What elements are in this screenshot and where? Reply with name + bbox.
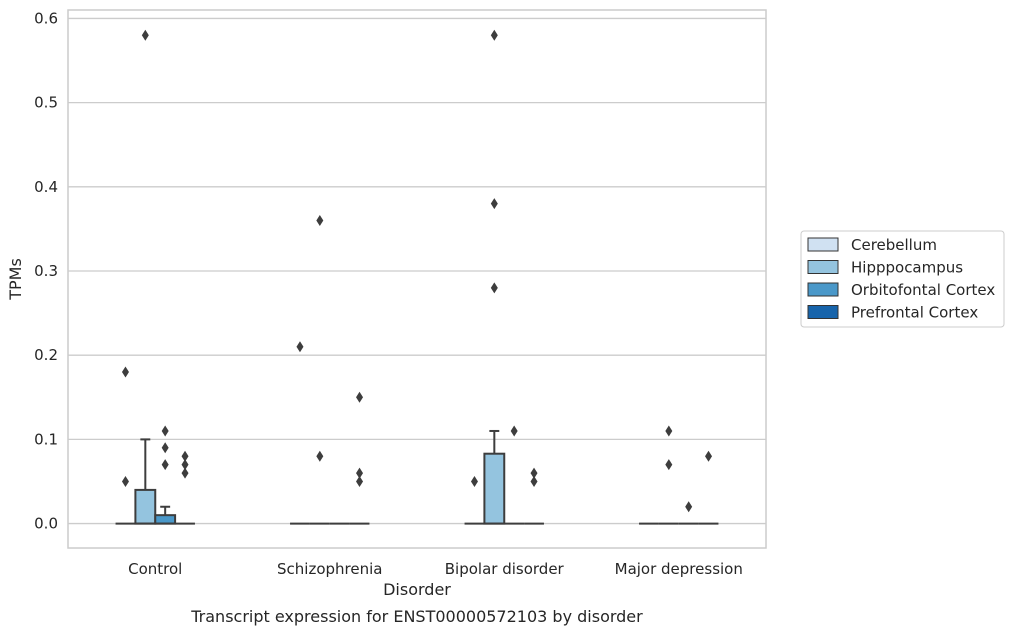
box (154, 425, 177, 525)
legend-swatch (807, 260, 839, 274)
x-tick-label: Bipolar disorder (445, 560, 565, 578)
box-body (483, 452, 506, 525)
x-tick-labels: Control Schizophrenia Bipolar disorder Majo… (128, 560, 743, 578)
outlier-point (141, 29, 149, 41)
y-tick-label: 0.3 (34, 262, 58, 280)
box (483, 29, 506, 525)
outlier-point (470, 475, 478, 487)
legend-label: Cerebellum (851, 236, 937, 254)
x-tick-label: Major depression (615, 560, 743, 578)
outlier-point (296, 341, 304, 353)
box (349, 391, 370, 525)
box (504, 425, 525, 525)
outlier-point (121, 475, 129, 487)
legend-label: Hipppocampus (851, 259, 963, 277)
box-series-group (134, 29, 679, 525)
outlier-point (356, 391, 364, 403)
box-series-group (154, 425, 699, 525)
outlier-point (705, 450, 713, 462)
box (290, 341, 310, 525)
box (658, 425, 679, 525)
box (175, 450, 195, 525)
box-body (134, 488, 157, 525)
outlier-point (161, 442, 169, 454)
x-tick-label: Control (128, 560, 182, 578)
box-body (154, 514, 177, 525)
outlier-point (665, 459, 673, 471)
outlier-point (490, 282, 498, 294)
y-axis-title: TPMs (6, 258, 25, 301)
legend-swatch (807, 237, 839, 252)
legend-swatch (807, 305, 839, 319)
y-tick-label: 0.1 (34, 430, 58, 448)
box (464, 475, 485, 525)
box (309, 214, 330, 525)
legend-label: Prefrontal Cortex (851, 304, 978, 322)
outlier-point (356, 475, 364, 487)
box (134, 29, 157, 525)
outlier-point (181, 450, 189, 462)
legend-swatch (807, 282, 839, 297)
outlier-point (161, 459, 169, 471)
legend-items: Cerebellum Hipppocampus Orbitofontal Corte… (807, 236, 995, 322)
box-series-group (115, 341, 659, 525)
box (678, 501, 699, 525)
y-tick-label: 0.5 (34, 94, 58, 112)
legend-frame (800, 230, 1005, 328)
legend: Cerebellum Hipppocampus Orbitofontal Corte… (800, 230, 1005, 328)
outlier-point (316, 450, 324, 462)
gridlines (68, 17, 766, 525)
x-tick-label: Schizophrenia (277, 560, 382, 578)
outlier-point (685, 501, 693, 513)
legend-label: Orbitofontal Cortex (851, 281, 995, 299)
outlier-point (490, 29, 498, 41)
outlier-point (530, 467, 538, 479)
box (698, 450, 719, 525)
y-tick-label: 0.2 (34, 346, 58, 364)
outlier-point (490, 198, 498, 210)
outlier-point (510, 425, 518, 437)
outlier-point (665, 425, 673, 437)
box-series-group (175, 391, 719, 525)
y-tick-label: 0.6 (34, 9, 58, 27)
outlier-point (356, 467, 364, 479)
outlier-point (316, 214, 324, 226)
outlier-point (121, 366, 129, 378)
y-tick-labels: 0.0 0.1 0.2 0.3 0.4 0.5 0.6 (34, 9, 58, 532)
box-series (115, 29, 719, 525)
outlier-point (530, 475, 538, 487)
y-tick-label: 0.4 (34, 178, 58, 196)
plot-frame (67, 9, 767, 549)
outlier-point (161, 425, 169, 437)
box (115, 366, 136, 525)
box (524, 467, 544, 525)
figure-caption: Transcript expression for ENST0000057210… (190, 607, 643, 626)
y-tick-label: 0.0 (34, 515, 58, 533)
outlier-point (181, 467, 189, 479)
x-axis-title: Disorder (383, 580, 451, 599)
outlier-point (181, 459, 189, 471)
